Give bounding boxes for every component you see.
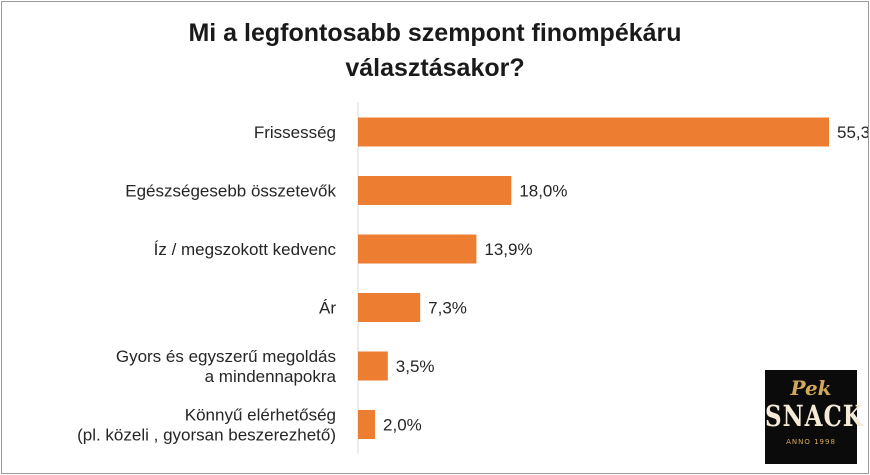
data-label: 55,3%	[837, 123, 868, 142]
category-label: Egészségesebb összetevők	[125, 182, 336, 201]
category-label: a mindennapokra	[205, 367, 337, 386]
data-label: 7,3%	[428, 299, 467, 318]
bar	[358, 410, 376, 439]
data-label: 13,9%	[484, 240, 532, 259]
bar	[358, 117, 829, 147]
bar	[358, 234, 477, 264]
chart-title: Mi a legfontosabb szempont finompékáru v…	[2, 16, 868, 86]
category-label: Gyors és egyszerű megoldás	[116, 347, 336, 366]
logo-wordmark: SNACK	[765, 399, 864, 434]
category-label: Ár	[319, 299, 336, 318]
category-label: Könnyű elérhetőség	[185, 406, 336, 425]
category-label: Íz / megszokott kedvenc	[154, 240, 337, 259]
bar	[358, 293, 421, 322]
logo-script-text: Pek	[790, 376, 832, 400]
data-label: 3,5%	[396, 357, 435, 376]
chart-title-line-2: választásakor?	[345, 54, 525, 82]
logo-tagline: ANNO 1998	[786, 438, 836, 446]
pek-snack-logo: Pek SNACK ANNO 1998	[765, 370, 864, 464]
data-label: 2,0%	[383, 416, 422, 435]
bar	[358, 176, 512, 205]
data-label: 18,0%	[519, 182, 567, 201]
chart-title-line-1: Mi a legfontosabb szempont finompékáru	[188, 19, 682, 47]
category-label: (pl. közeli , gyorsan beszerezhető)	[77, 426, 336, 445]
category-label: Frissesség	[254, 123, 336, 142]
bar	[358, 351, 388, 381]
